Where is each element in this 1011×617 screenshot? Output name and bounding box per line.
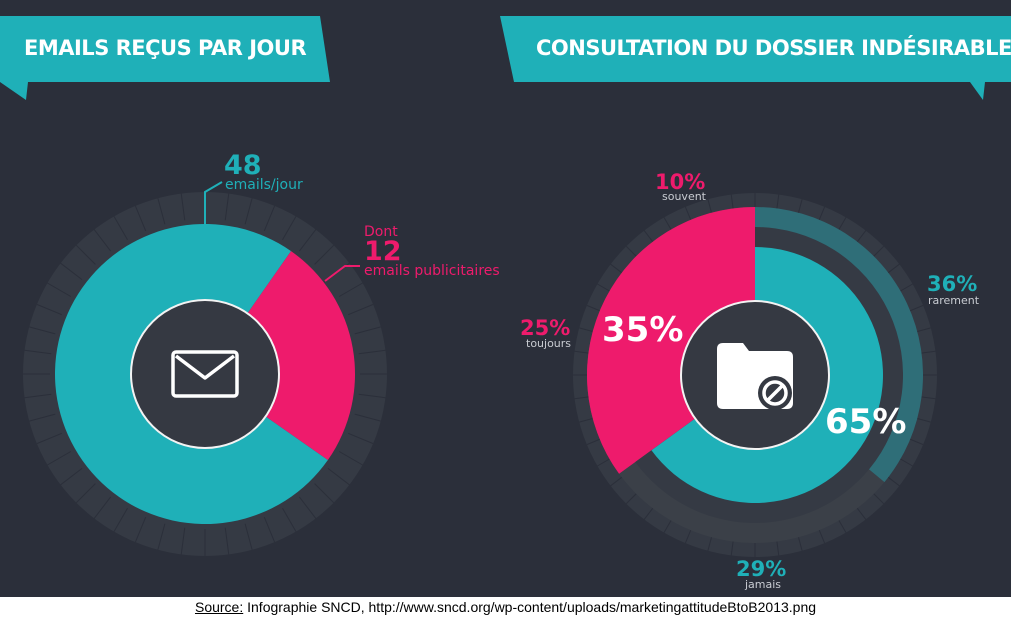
- right-banner-shape: [500, 16, 1011, 100]
- left-ring-tick: [354, 413, 381, 422]
- label-toujours-name: toujours: [526, 337, 572, 350]
- left-ring-tick: [113, 507, 128, 532]
- pink-slice-publicitaires: [205, 251, 355, 461]
- left-ring-tick: [24, 349, 52, 355]
- envelope-icon: [171, 350, 239, 398]
- pink-slice-35: [587, 207, 755, 474]
- left-ring-tick: [60, 467, 83, 486]
- left-ring-tick: [157, 523, 166, 550]
- left-ring-tick: [180, 527, 186, 555]
- left-ring-tick: [244, 523, 253, 550]
- left-ring-tick: [327, 467, 350, 486]
- left-ring-tick: [224, 527, 230, 555]
- folder-block-icon: [717, 343, 793, 410]
- label-souvent-value: 10%: [655, 170, 706, 194]
- left-ring-tick: [134, 205, 147, 231]
- left-ring-tick: [358, 393, 386, 399]
- source-label: Source:: [194, 599, 244, 615]
- left-ring-tick: [263, 205, 276, 231]
- left-ring-tick: [298, 229, 317, 252]
- left-ring-tick: [224, 193, 230, 221]
- label-toujours-value: 25%: [520, 316, 571, 340]
- left-ring-tick: [134, 517, 147, 543]
- label-rarement-name: rarement: [928, 294, 980, 307]
- left-ring-tick: [36, 303, 62, 316]
- total-value: 48: [224, 150, 262, 181]
- sub-prefix: Dont: [364, 224, 398, 240]
- ring-segment-jamais: [619, 461, 885, 544]
- left-ring-tick: [180, 193, 186, 221]
- left-ring-tick: [358, 349, 386, 355]
- right-title: CONSULTATION DU DOSSIER INDÉSIRABLE: [536, 36, 1011, 60]
- inner-label-35: 35%: [602, 310, 684, 350]
- left-ring-tick: [298, 496, 317, 519]
- left-ring-tick: [338, 282, 363, 297]
- label-rarement-value: 36%: [927, 272, 978, 296]
- left-ring-tick: [93, 229, 112, 252]
- left-ring-tick: [314, 244, 335, 265]
- left-ring-tick: [93, 496, 112, 519]
- label-jamais-name: jamais: [745, 578, 782, 591]
- left-center-disc: [130, 299, 280, 449]
- left-ring-tick: [348, 432, 374, 445]
- sub-leader-line: [324, 265, 360, 282]
- left-ring-tick: [29, 413, 56, 422]
- sub-value: 12: [364, 236, 402, 267]
- left-ring-tick: [60, 262, 83, 281]
- left-ring-tick: [354, 326, 381, 335]
- sub-unit: emails publicitaires: [364, 263, 500, 279]
- source-text: Infographie SNCD, http://www.sncd.org/wp…: [243, 599, 817, 615]
- left-ring-tick: [282, 216, 297, 241]
- right-donut-chart: [573, 193, 937, 557]
- left-ring-tick: [338, 451, 363, 466]
- left-ring-tick: [314, 483, 335, 504]
- right-title-banner: CONSULTATION DU DOSSIER INDÉSIRABLE: [500, 16, 1011, 100]
- left-title-banner: EMAILS REÇUS PAR JOUR: [0, 16, 340, 100]
- left-ring-tick: [47, 282, 72, 297]
- left-ring-tick: [75, 483, 96, 504]
- label-jamais-value: 29%: [736, 557, 787, 581]
- label-souvent-name: souvent: [662, 190, 706, 203]
- infographic: EMAILS REÇUS PAR JOUR CONSULTATION DU DO…: [0, 0, 1011, 597]
- left-donut-chart: [23, 181, 387, 556]
- left-title: EMAILS REÇUS PAR JOUR: [24, 36, 307, 60]
- left-banner-shape: [0, 16, 330, 100]
- left-ring-tick: [75, 244, 96, 265]
- left-ring-tick: [36, 432, 62, 445]
- source-footer: Source: Infographie SNCD, http://www.snc…: [0, 597, 1011, 617]
- left-ring-tick: [29, 326, 56, 335]
- left-ring-tick: [47, 451, 72, 466]
- left-ring-tick: [348, 303, 374, 316]
- total-unit: emails/jour: [225, 177, 303, 193]
- inner-label-65: 65%: [825, 402, 907, 442]
- left-ring-tick: [157, 198, 166, 225]
- left-ring-tick: [113, 216, 128, 241]
- left-ring-tick: [282, 507, 297, 532]
- ring-segment-rarement: [755, 207, 923, 483]
- left-ring-tick: [244, 198, 253, 225]
- left-ring-tick: [24, 393, 52, 399]
- left-ring-tick: [263, 517, 276, 543]
- total-leader-line: [204, 181, 223, 226]
